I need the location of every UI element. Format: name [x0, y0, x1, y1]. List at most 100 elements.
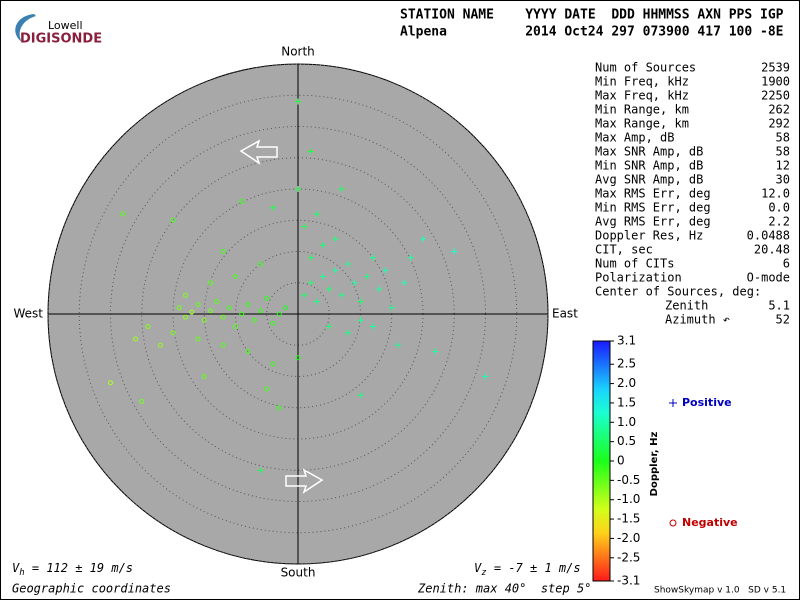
source-point [320, 273, 326, 280]
source-point [220, 342, 226, 348]
source-point [301, 292, 308, 299]
source-point [401, 279, 408, 286]
source-point [370, 254, 376, 261]
logo-top: Lowell [48, 19, 83, 32]
stat-value: 58 [776, 145, 790, 159]
source-point [195, 302, 201, 308]
stat-label: Num of CITs [595, 257, 674, 271]
stat-value: 5.1 [768, 299, 790, 313]
source-point [382, 267, 389, 274]
stat-value: 30 [776, 173, 790, 187]
stat-value: 0.0488 [747, 229, 790, 243]
source-point [170, 217, 176, 223]
colorbar-tick-label: 3.1 [617, 334, 636, 348]
source-point [239, 199, 245, 204]
source-point [139, 399, 145, 404]
source-point [226, 305, 232, 311]
header-line: Alpena 2014 Oct24 297 073900 417 100 -8E [400, 25, 784, 40]
source-point [326, 286, 333, 292]
stat-label: Avg SNR Amp, dB [595, 173, 703, 187]
colorbar-tick-label: -1.5 [617, 512, 640, 526]
source-point [220, 314, 226, 320]
colorbar-tick-label: 2.0 [617, 376, 636, 390]
direction-label: South [281, 566, 316, 580]
vz: Vz = -7 ± 1 m/s [474, 561, 581, 578]
source-point [120, 211, 126, 217]
plot: North South East West [13, 45, 578, 580]
stat-value: 2250 [761, 89, 790, 103]
coords: Geographic coordinates [12, 582, 171, 596]
source-point [176, 305, 182, 311]
legend-marker [669, 399, 677, 407]
source-point [270, 361, 276, 367]
stat-value: 2.2 [768, 215, 790, 229]
source-point [307, 148, 314, 155]
source-point [351, 279, 358, 286]
stat-label: Min SNR Amp, dB [595, 159, 703, 173]
stat-label: Azimuth ↶ [665, 313, 730, 327]
stat-label: Min RMS Err, deg [595, 201, 711, 215]
source-point [345, 329, 351, 336]
colorbar-tick-label: 1.5 [617, 395, 636, 409]
stat-value: 0.0 [768, 201, 790, 215]
source-point [332, 236, 339, 242]
direction-label: East [552, 307, 578, 321]
stat-value: 1900 [761, 75, 790, 89]
source-point [357, 317, 364, 324]
stat-label: CIT, sec [595, 243, 653, 257]
source-point [295, 98, 301, 105]
stat-label: Num of Sources [595, 61, 696, 75]
stat-label: Max Range, km [595, 117, 689, 131]
source-point [208, 308, 213, 314]
source-point [395, 342, 401, 349]
source-point [338, 292, 345, 299]
source-point [233, 274, 238, 279]
source-point [170, 330, 176, 336]
source-point [407, 254, 414, 261]
source-point [208, 280, 213, 286]
header-line: STATION NAME YYYY DATE DDD HHMMSS AXN PP… [400, 8, 784, 23]
source-point [388, 304, 395, 311]
source-point [201, 317, 207, 323]
source-point [264, 386, 270, 392]
source-point [257, 467, 264, 474]
direction-label: North [281, 45, 315, 59]
source-point [432, 348, 439, 355]
stat-value: 52 [776, 313, 790, 327]
source-point [239, 311, 245, 317]
colorbar-tick-label: 1.0 [617, 415, 636, 429]
arrow [285, 468, 324, 494]
colorbar-tick-label: -0.5 [617, 473, 640, 487]
source-point [307, 254, 314, 261]
colorbar-label: Doppler, Hz [649, 432, 660, 497]
vh: Vh = 112 ± 19 m/s [12, 561, 133, 578]
zenith-note: Zenith: max 40° step 5° [417, 582, 591, 596]
colorbar-tick-label: -2.0 [617, 531, 640, 545]
source-point [251, 317, 257, 323]
source-point [295, 355, 301, 361]
colorbar-tick-label: 0.5 [617, 434, 636, 448]
source-point [276, 311, 282, 317]
stat-value: O-mode [747, 271, 790, 285]
legend-marker [669, 519, 677, 527]
source-point [276, 405, 282, 411]
source-point [451, 248, 458, 255]
colorbar-tick-label: -2.5 [617, 550, 640, 564]
source-point [245, 349, 251, 354]
logo-bottom: DIGISONDE [20, 32, 102, 47]
source-point [270, 320, 276, 326]
source-point [183, 314, 188, 320]
source-point [313, 298, 320, 305]
source-point [183, 292, 188, 298]
source-point [420, 236, 426, 242]
stat-value: 12.0 [761, 187, 790, 201]
stat-label: Min Freq, kHz [595, 75, 689, 89]
source-point [307, 279, 314, 286]
stat-label: Max Amp, dB [595, 131, 674, 145]
source-point [357, 298, 364, 305]
source-point [482, 373, 489, 380]
stat-label: Zenith [665, 299, 708, 313]
source-point [313, 211, 320, 217]
colorbar-tick-label: -1.0 [617, 492, 640, 506]
